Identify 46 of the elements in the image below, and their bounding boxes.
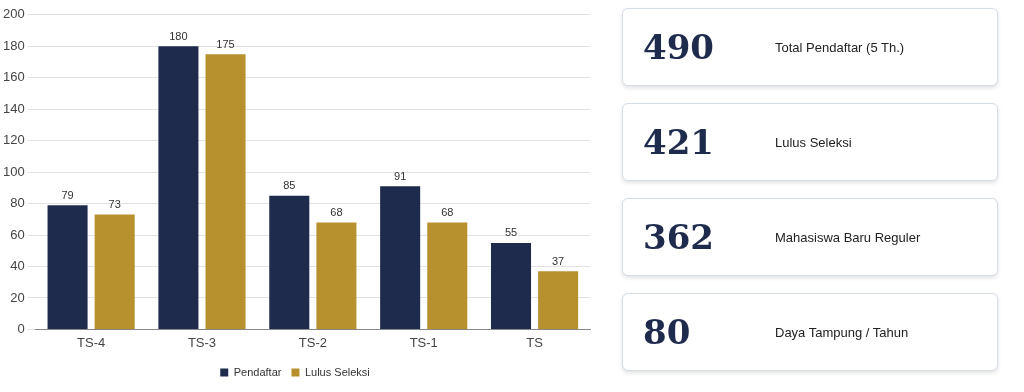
bar: [47, 205, 88, 329]
x-tick-label: TS-3: [187, 334, 217, 350]
y-tick-label: 200: [2, 6, 25, 22]
category-label: Mahasiswa Baru Reguler: [775, 229, 921, 245]
data-label: 55: [504, 226, 518, 239]
x-tick-label: TS-1: [409, 334, 438, 350]
category-label: Total Pendaftar (5 Th.): [775, 39, 905, 55]
category-label: Daya Tampung / Tahun: [775, 324, 909, 340]
x-tick-label: TS-2: [298, 334, 327, 350]
y-tick-label: 120: [2, 132, 25, 148]
data-label: 68: [330, 205, 343, 218]
y-tick-label: 0: [17, 320, 25, 336]
y-tick-label: 20: [10, 289, 25, 305]
data-label: 421: [642, 122, 715, 162]
data-label: 175: [216, 37, 235, 50]
bar: [94, 214, 135, 329]
bar: [269, 195, 310, 329]
data-label: 490: [642, 27, 715, 67]
data-label: 37: [552, 254, 565, 267]
data-label: 68: [441, 205, 454, 218]
data-label: 362: [642, 217, 715, 257]
y-tick-label: 140: [2, 100, 25, 116]
x-tick-label: TS: [526, 334, 544, 350]
data-label: 80: [642, 312, 692, 352]
data-label: 73: [108, 198, 121, 211]
bar: [427, 222, 468, 329]
bar: [205, 54, 246, 329]
bar: [316, 222, 357, 329]
y-tick-label: 40: [10, 258, 25, 274]
bar: [490, 242, 532, 329]
y-tick-label: 160: [2, 69, 25, 85]
legend-label: Lulus Seleksi: [304, 365, 370, 378]
legend-label: Pendaftar: [233, 365, 282, 378]
data-label: 85: [283, 179, 296, 192]
y-tick-label: 60: [10, 226, 25, 242]
y-tick-label: 180: [2, 37, 25, 53]
category-label: Lulus Seleksi: [775, 134, 852, 150]
data-label: 91: [394, 169, 407, 182]
bar: [380, 186, 421, 329]
data-label: 79: [61, 188, 74, 201]
bar: [158, 46, 199, 329]
data-label: 180: [169, 29, 188, 42]
y-tick-label: 80: [10, 195, 25, 211]
x-tick-label: TS-4: [77, 334, 106, 350]
bar: [538, 271, 579, 329]
y-tick-label: 100: [2, 163, 25, 179]
